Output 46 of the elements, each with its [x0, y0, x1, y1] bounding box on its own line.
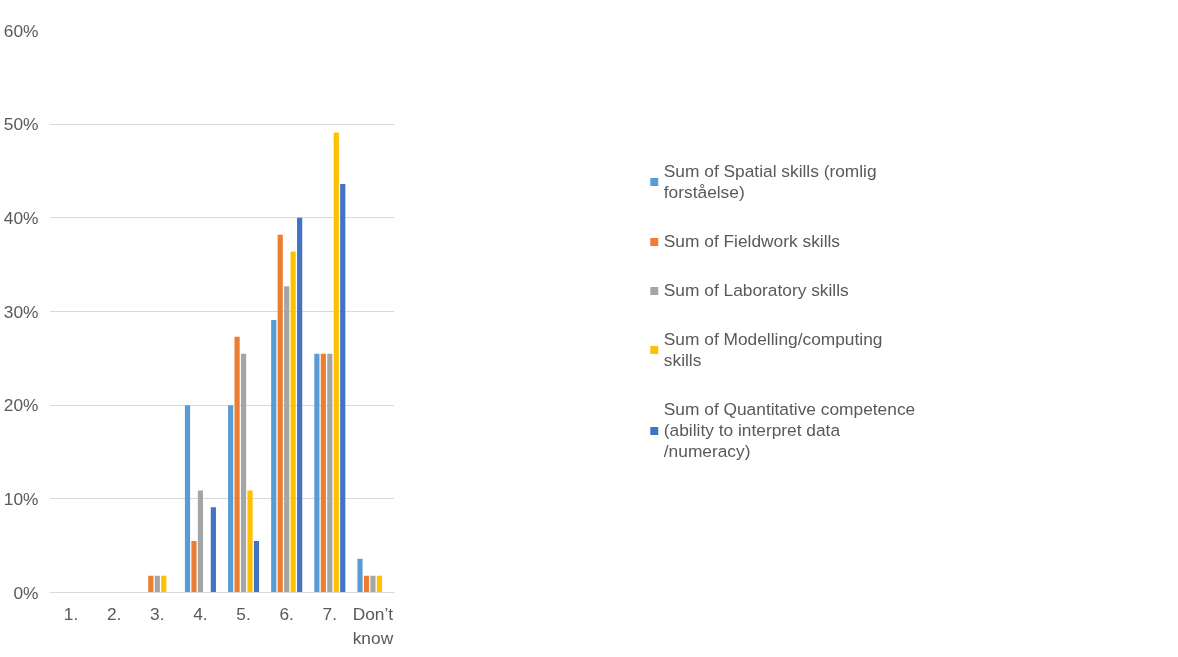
x-tick-label: 1.	[63, 603, 79, 624]
x-tick-label: 3.	[150, 603, 165, 624]
bar	[357, 558, 363, 593]
bar	[184, 405, 191, 593]
y-tick-label: 20%	[3, 395, 39, 416]
y-tick-label: 10%	[3, 488, 39, 509]
bar	[333, 132, 339, 593]
bar	[271, 319, 277, 593]
bar	[240, 353, 247, 593]
y-tick-label: 60%	[3, 20, 39, 41]
bar	[197, 490, 204, 593]
y-tick-label: 40%	[3, 207, 39, 228]
bar	[277, 234, 283, 593]
legend-label: Sum of Laboratory skills	[663, 279, 849, 301]
legend-label: Sum of Quantitative competence (ability to interpret data /numeracy)	[663, 398, 916, 462]
bar	[320, 353, 326, 593]
bar	[340, 184, 346, 593]
bar	[154, 575, 160, 593]
x-tick-label: 7.	[322, 603, 338, 624]
x-tick-label: 2.	[106, 603, 122, 624]
bar	[234, 336, 240, 593]
bar	[253, 540, 260, 593]
bar	[228, 405, 234, 593]
x-tick-label: Don’t know	[352, 603, 394, 648]
bar	[148, 575, 154, 593]
bar	[327, 353, 333, 593]
bar	[247, 490, 253, 593]
bar	[363, 575, 370, 593]
legend-label: Sum of Fieldwork skills	[663, 230, 841, 252]
bar	[161, 575, 167, 593]
bar	[290, 251, 296, 593]
bar	[210, 507, 216, 593]
x-tick-label: 5.	[236, 603, 251, 624]
bar	[284, 286, 290, 593]
bar	[370, 575, 376, 593]
y-tick-label: 50%	[3, 114, 39, 135]
bar	[191, 540, 197, 593]
legend-label: Sum of Modelling/computing skills	[663, 328, 883, 371]
x-tick-label: 4.	[193, 603, 208, 624]
legend-label: Sum of Spatial skills (romlig forståelse)	[663, 160, 877, 203]
x-tick-label: 6.	[279, 603, 294, 624]
bar	[376, 575, 382, 593]
bar	[314, 353, 320, 593]
y-tick-label: 0%	[13, 582, 39, 603]
y-tick-label: 30%	[3, 301, 39, 322]
bar	[297, 217, 303, 593]
